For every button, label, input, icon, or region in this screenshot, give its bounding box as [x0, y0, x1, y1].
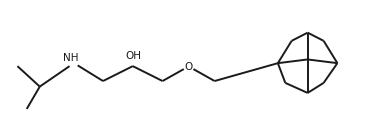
Text: OH: OH: [126, 51, 142, 61]
Text: NH: NH: [63, 53, 78, 63]
Text: O: O: [184, 62, 193, 72]
